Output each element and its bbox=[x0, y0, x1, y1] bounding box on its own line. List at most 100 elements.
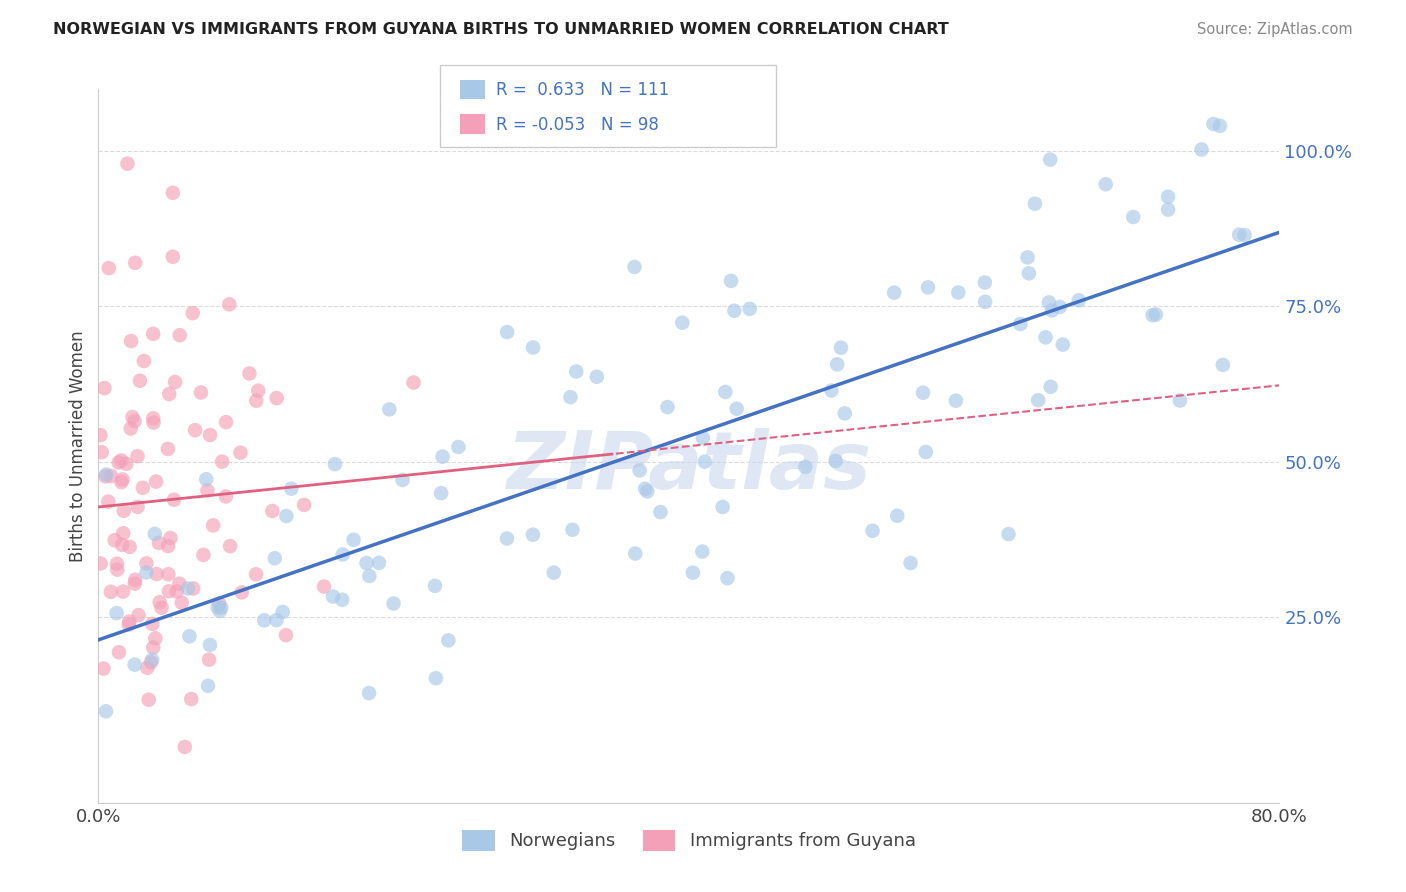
Point bbox=[330, 592, 353, 607]
Point bbox=[948, 285, 970, 300]
Point bbox=[720, 274, 742, 288]
Point bbox=[238, 367, 260, 381]
Point bbox=[112, 504, 135, 518]
Point bbox=[1026, 393, 1049, 408]
Point bbox=[830, 341, 852, 355]
Point bbox=[97, 494, 120, 508]
Point bbox=[276, 508, 298, 523]
Point bbox=[105, 563, 128, 577]
Point bbox=[218, 297, 240, 311]
Point bbox=[623, 260, 645, 274]
Point bbox=[211, 455, 233, 469]
Point bbox=[1191, 143, 1213, 157]
Point bbox=[117, 156, 139, 170]
Point bbox=[111, 584, 134, 599]
Point bbox=[165, 375, 187, 389]
Point bbox=[231, 585, 253, 599]
Point bbox=[181, 582, 204, 596]
Point bbox=[368, 556, 391, 570]
Point bbox=[156, 442, 179, 456]
Point bbox=[148, 536, 170, 550]
Text: R =  0.633   N = 111: R = 0.633 N = 111 bbox=[496, 81, 669, 99]
Point bbox=[624, 547, 647, 561]
Point bbox=[90, 557, 112, 571]
Point bbox=[198, 638, 221, 652]
Point bbox=[1157, 190, 1180, 204]
Point bbox=[132, 481, 155, 495]
Text: R = -0.053   N = 98: R = -0.053 N = 98 bbox=[496, 116, 659, 134]
Point bbox=[157, 539, 180, 553]
Point bbox=[253, 613, 276, 627]
Point bbox=[657, 400, 679, 414]
Point bbox=[682, 566, 704, 580]
Point bbox=[432, 450, 454, 464]
Point bbox=[97, 261, 120, 276]
Point bbox=[94, 469, 117, 483]
Point bbox=[135, 557, 157, 571]
Point bbox=[136, 661, 159, 675]
Point bbox=[120, 421, 142, 435]
Point bbox=[262, 504, 284, 518]
Point bbox=[89, 428, 111, 442]
Point bbox=[973, 276, 995, 290]
Point bbox=[1039, 153, 1062, 167]
Point bbox=[215, 490, 238, 504]
Point bbox=[1212, 358, 1234, 372]
Point bbox=[628, 463, 651, 477]
Point bbox=[118, 617, 141, 632]
Point bbox=[1040, 303, 1063, 318]
Point bbox=[111, 538, 134, 552]
Point bbox=[127, 500, 149, 514]
Point bbox=[1144, 308, 1167, 322]
Point bbox=[118, 615, 141, 629]
Point bbox=[170, 596, 193, 610]
Point bbox=[391, 473, 413, 487]
Point bbox=[266, 613, 288, 627]
Point bbox=[202, 518, 225, 533]
Point bbox=[142, 411, 165, 425]
Text: ZIPatlas: ZIPatlas bbox=[506, 428, 872, 507]
Point bbox=[128, 608, 150, 623]
Point bbox=[162, 186, 184, 200]
Point bbox=[714, 384, 737, 399]
Point bbox=[124, 657, 146, 672]
Point bbox=[180, 692, 202, 706]
Point bbox=[179, 629, 201, 643]
Point bbox=[883, 285, 905, 300]
Point bbox=[671, 316, 693, 330]
Point bbox=[945, 393, 967, 408]
Point bbox=[560, 390, 582, 404]
Point bbox=[997, 527, 1019, 541]
Point bbox=[917, 280, 939, 294]
Point bbox=[690, 544, 713, 558]
Point bbox=[159, 531, 181, 545]
Point bbox=[143, 527, 166, 541]
Point bbox=[1052, 337, 1074, 351]
Point bbox=[111, 472, 134, 486]
Point bbox=[145, 475, 167, 489]
Point bbox=[157, 387, 180, 401]
Point bbox=[215, 415, 238, 429]
Point bbox=[1039, 380, 1062, 394]
Point bbox=[1142, 308, 1164, 322]
Point bbox=[266, 391, 288, 405]
Point bbox=[245, 567, 267, 582]
Point bbox=[716, 571, 738, 585]
Point bbox=[1094, 178, 1116, 192]
Point bbox=[1017, 251, 1039, 265]
Point bbox=[107, 456, 129, 470]
Point bbox=[359, 686, 381, 700]
Point bbox=[437, 633, 460, 648]
Point bbox=[193, 548, 215, 562]
Point bbox=[112, 526, 135, 541]
Point bbox=[118, 540, 141, 554]
Point bbox=[207, 600, 229, 615]
Point bbox=[1157, 202, 1180, 217]
Point bbox=[198, 652, 221, 666]
Point bbox=[692, 431, 714, 445]
Point bbox=[195, 472, 218, 486]
Point bbox=[108, 645, 131, 659]
Point bbox=[323, 457, 346, 471]
Point bbox=[425, 671, 447, 685]
Text: Source: ZipAtlas.com: Source: ZipAtlas.com bbox=[1197, 22, 1353, 37]
